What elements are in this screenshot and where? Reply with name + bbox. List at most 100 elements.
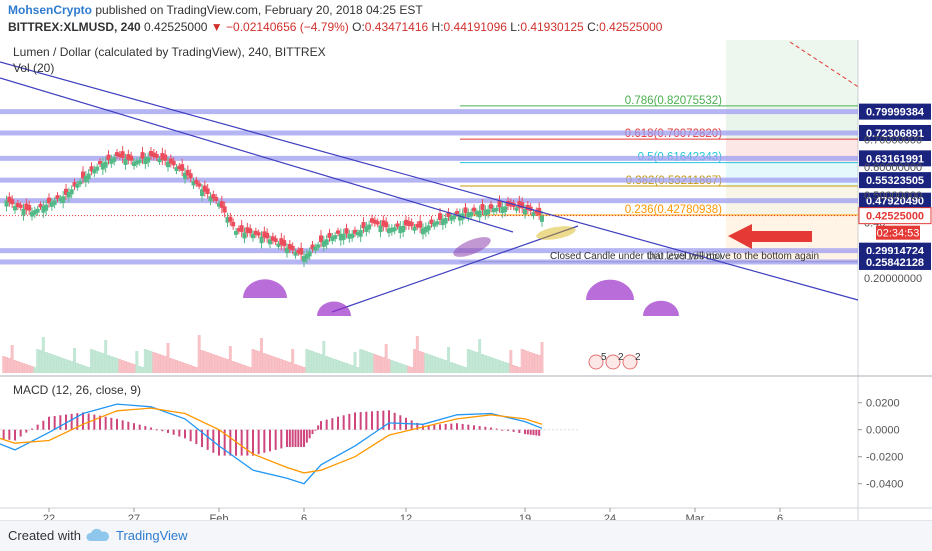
event-mark-count: 5	[601, 352, 607, 363]
candle-body	[525, 204, 530, 210]
candle-body	[251, 233, 255, 239]
volume-bar	[135, 351, 139, 373]
macd-axis-tick: 0.0200	[866, 398, 900, 410]
candle-body	[95, 166, 100, 171]
candle-body	[197, 183, 202, 187]
volume-bar	[285, 361, 289, 373]
volume-bar	[472, 351, 476, 373]
candle-body	[367, 224, 372, 230]
candle-body	[449, 216, 454, 221]
candle-body	[282, 240, 287, 247]
candle-body	[327, 232, 332, 238]
macd-histogram-bar	[478, 426, 481, 430]
candle-body	[129, 155, 134, 161]
macd-histogram-bar	[65, 414, 67, 430]
candle-body	[302, 255, 306, 263]
volume-bar	[478, 339, 482, 373]
volume-bar	[211, 354, 215, 373]
candle-body	[316, 244, 321, 248]
countdown-timer: 02:34:53	[877, 228, 920, 240]
macd-histogram-bar	[337, 416, 339, 430]
volume-bar	[469, 350, 473, 373]
macd-histogram-bar	[195, 429, 198, 445]
volume-bar	[319, 354, 323, 373]
macd-histogram-bar	[305, 429, 308, 443]
volume-bar	[64, 359, 68, 373]
candle-body	[457, 213, 462, 221]
macd-histogram-bar	[263, 429, 266, 453]
macd-histogram-bar	[433, 424, 436, 430]
volume-bar	[61, 358, 65, 373]
macd-histogram-bar	[294, 429, 297, 447]
macd-title: MACD (12, 26, close, 9)	[13, 383, 141, 397]
macd-histogram-bar	[252, 429, 254, 456]
support-hump	[643, 300, 679, 316]
candle-body	[219, 201, 224, 208]
macd-histogram-bar	[484, 426, 487, 430]
volume-bar	[288, 362, 292, 373]
candle-body	[115, 152, 119, 157]
volume-bar	[313, 352, 317, 373]
volume-bar	[364, 351, 368, 373]
volume-bar	[39, 350, 42, 373]
volume-bar	[53, 355, 57, 373]
event-mark[interactable]	[605, 354, 621, 370]
candle-body	[477, 210, 482, 218]
volume-bar	[274, 357, 278, 373]
time-axis-tick: 22	[43, 513, 55, 520]
tradingview-brand[interactable]: TradingView	[116, 528, 188, 543]
macd-histogram-bar	[297, 429, 300, 447]
chart-title: Lumen / Dollar (calculated by TradingVie…	[13, 45, 326, 59]
volume-bar	[464, 367, 467, 373]
support-hump	[586, 279, 634, 300]
candle-body	[443, 218, 448, 224]
volume-bar	[2, 356, 6, 373]
candle-body	[228, 216, 233, 222]
volume-bar	[523, 350, 527, 373]
volume-bar	[534, 354, 538, 373]
volume-bar	[415, 336, 419, 373]
volume-bar	[418, 351, 422, 373]
volume-bar	[350, 365, 354, 373]
candle-body	[81, 171, 85, 179]
candle-body	[72, 182, 77, 187]
volume-bar	[13, 360, 17, 373]
candle-body	[253, 230, 258, 235]
volume-bar	[381, 357, 385, 373]
candle-body	[4, 200, 9, 207]
support-level-band	[0, 259, 858, 265]
published-text: published on TradingView.com, February 2…	[95, 3, 423, 17]
volume-bar	[367, 352, 371, 373]
candle-body	[89, 166, 94, 172]
price-tag-background	[859, 124, 931, 141]
candle-body	[47, 197, 51, 204]
macd-histogram-bar	[218, 429, 220, 456]
macd-histogram-bar	[365, 411, 368, 430]
candle-body	[392, 227, 397, 232]
candle-body	[137, 159, 142, 164]
volume-bar	[129, 363, 133, 373]
candle-body	[307, 251, 312, 257]
event-mark[interactable]	[622, 354, 638, 370]
volume-bar	[24, 364, 28, 373]
volume-bar	[121, 360, 125, 373]
price-tag-label: 0.47920490	[866, 196, 924, 208]
support-hump	[243, 279, 287, 298]
macd-histogram-bar	[206, 429, 209, 450]
volume-bar	[271, 356, 275, 373]
candle-body	[191, 181, 196, 186]
candle-body	[319, 235, 323, 243]
volume-bar	[262, 353, 266, 373]
candle-body	[154, 154, 159, 158]
candle-body	[412, 226, 417, 231]
last-value: 0.42525000	[144, 20, 208, 34]
macd-histogram-bar	[59, 415, 62, 430]
candle-body	[200, 189, 204, 197]
volume-bar	[370, 353, 374, 373]
author-name[interactable]: MohsenCrypto	[8, 3, 92, 17]
signal-line	[0, 407, 543, 474]
event-mark[interactable]	[588, 354, 604, 370]
chart-canvas[interactable]: 0.786(0.82075532)0.618(0.70072820)0.5(0.…	[0, 40, 932, 520]
volume-bar	[387, 359, 391, 373]
volume-bar	[265, 354, 269, 373]
